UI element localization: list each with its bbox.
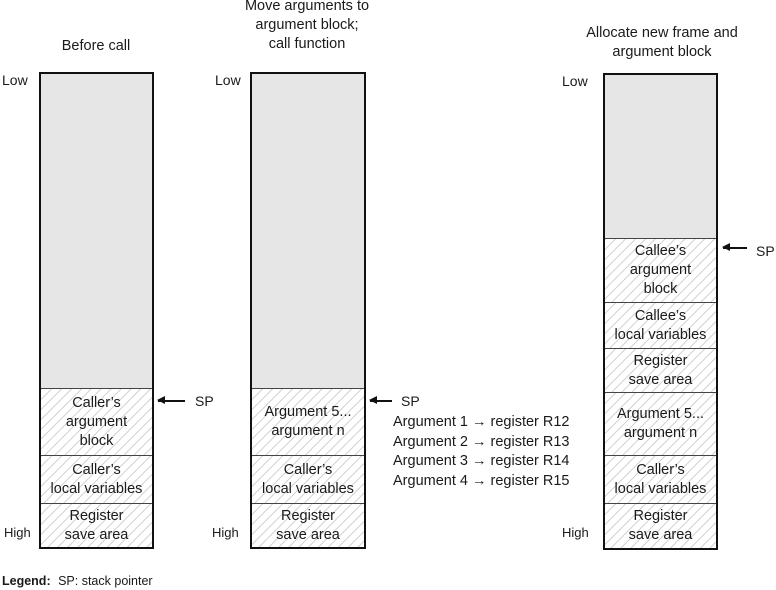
column-2-title-line: Move arguments to	[244, 0, 370, 14]
column-2-sp-label: SP	[401, 393, 420, 409]
segment-line: block	[643, 281, 678, 297]
legend-text: SP: stack pointer	[58, 574, 153, 588]
segment-line: Caller’s	[636, 461, 685, 478]
legend-label: Legend:	[2, 574, 51, 588]
argument-5-to-n: Argument 5... argument n	[252, 388, 364, 455]
column-2-sp-arrow	[369, 397, 392, 403]
segment-line: local variables	[50, 480, 143, 497]
callee-register-save-area: Register save area	[605, 348, 716, 392]
segment-line: local variables	[262, 480, 354, 497]
column-1-low-label: Low	[2, 72, 28, 88]
register-mapping-item: Argument 2 → register R13	[393, 433, 570, 450]
register-mapping-item: Argument 4 → register R15	[393, 472, 570, 489]
column-1-stack: Caller’s argument block Caller’s local v…	[39, 72, 154, 549]
register-save-area: Register save area	[41, 503, 152, 547]
column-3-title-line: Allocate new frame and	[586, 25, 738, 41]
register-save-area: Register save area	[605, 503, 716, 548]
callee-argument-block: Callee’s argument block	[605, 238, 716, 302]
segment-line: argument n	[271, 423, 345, 439]
segment-line: save area	[628, 527, 693, 543]
segment-line: Callee’s	[634, 307, 687, 324]
segment-line: save area	[64, 526, 129, 543]
register-save-area: Register save area	[252, 503, 364, 547]
register-mapping-item: Argument 3 → register R14	[393, 453, 570, 469]
column-3-high-label: High	[562, 525, 589, 540]
caller-local-variables: Caller’s local variables	[605, 455, 716, 503]
column-3-sp-label: SP	[756, 243, 775, 259]
column-3-title-line: argument block	[612, 44, 712, 60]
column-2-high-label: High	[212, 525, 239, 540]
segment-line: Register	[633, 508, 688, 524]
column-1-title-line: Before call	[61, 38, 131, 54]
column-3-title: Allocate new frame and argument block	[567, 24, 757, 62]
register-mapping-item: Argument 1 → register R12	[393, 414, 570, 430]
column-3-stack: Callee’s argument block Callee’s local v…	[603, 73, 718, 550]
segment-line: Register	[69, 507, 124, 524]
segment-line: Caller’s	[72, 394, 121, 411]
column-1-title: Before call	[40, 37, 152, 56]
argument-5-to-n: Argument 5... argument n	[605, 392, 716, 455]
segment-line: Callee’s	[634, 243, 687, 259]
segment-line: Register	[281, 507, 335, 524]
segment-line: argument	[65, 413, 128, 430]
segment-line: save area	[628, 371, 693, 388]
segment-line: Argument 5...	[264, 404, 352, 420]
segment-line: argument n	[623, 425, 698, 441]
segment-line: local variables	[614, 480, 707, 497]
callee-local-variables: Callee’s local variables	[605, 302, 716, 348]
legend: Legend: SP: stack pointer	[2, 574, 153, 588]
segment-line: local variables	[614, 326, 707, 343]
caller-argument-block: Caller’s argument block	[41, 388, 152, 455]
column-1-sp-arrow	[157, 397, 185, 403]
column-2-title: Move arguments to argument block; call f…	[222, 0, 392, 54]
segment-line: block	[79, 432, 114, 449]
caller-local-variables: Caller’s local variables	[252, 455, 364, 503]
column-1-high-label: High	[4, 525, 31, 540]
segment-line: Argument 5...	[616, 406, 705, 422]
caller-local-variables: Caller’s local variables	[41, 455, 152, 503]
column-3-sp-arrow	[722, 244, 747, 250]
column-2-low-label: Low	[215, 72, 241, 88]
segment-line: argument	[629, 262, 692, 278]
column-2-title-line: call function	[268, 36, 346, 52]
column-1-sp-label: SP	[195, 393, 214, 409]
register-mapping-list: Argument 1 → register R12 Argument 2 → r…	[393, 413, 570, 491]
column-2-title-line: argument block;	[255, 17, 359, 33]
column-3-low-label: Low	[562, 73, 588, 89]
segment-line: Register	[633, 352, 688, 369]
column-2-stack: Argument 5... argument n Caller’s local …	[250, 72, 366, 549]
segment-line: save area	[276, 526, 340, 543]
segment-line: Caller’s	[283, 461, 333, 478]
segment-line: Caller’s	[72, 461, 121, 478]
